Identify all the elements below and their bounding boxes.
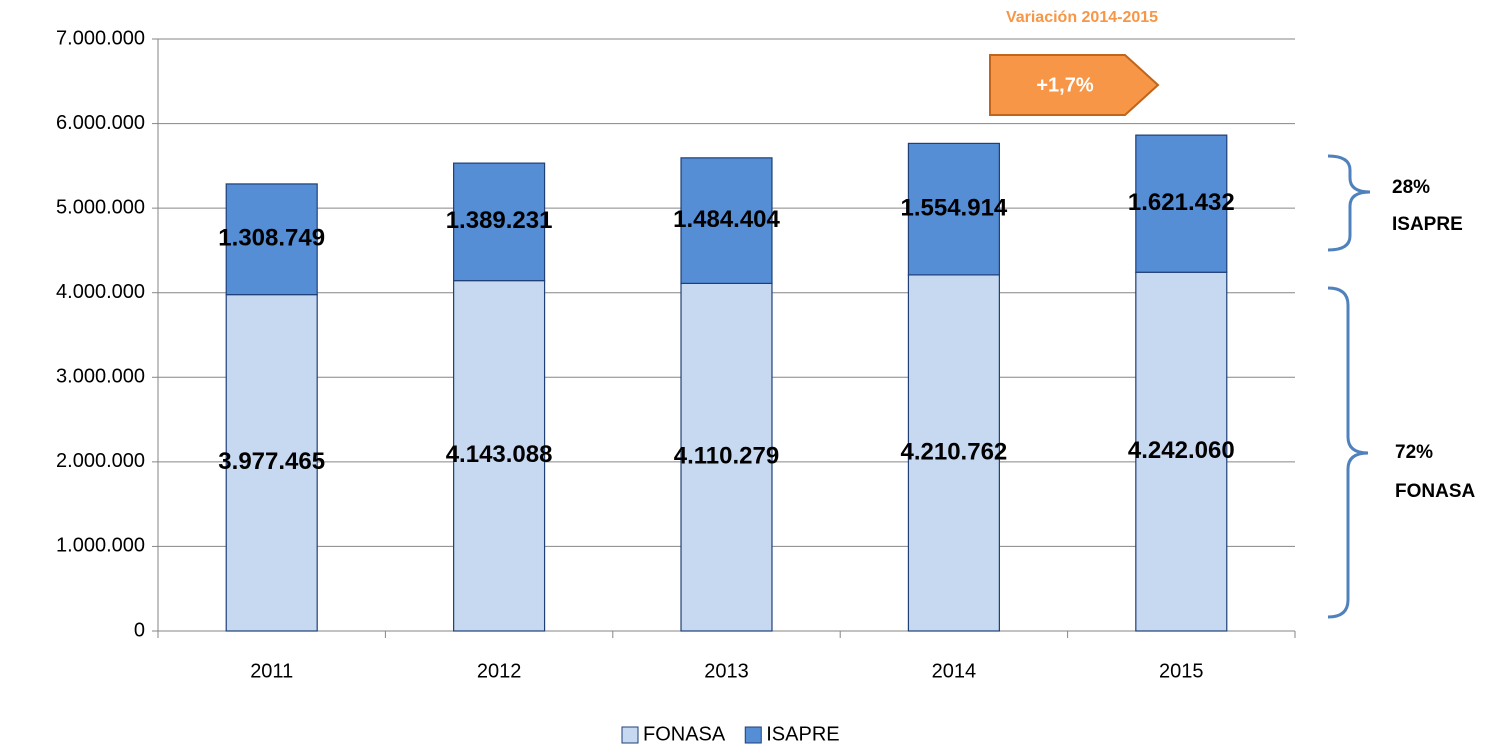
legend-label: ISAPRE (766, 723, 839, 745)
brace (1327, 154, 1371, 252)
x-tick-label: 2011 (250, 660, 293, 682)
legend-label: FONASA (643, 723, 726, 745)
bar-segment (453, 280, 546, 632)
y-tick-label: 0 (134, 619, 145, 641)
value-label: 3.977.465 (218, 448, 325, 475)
y-tick-label: 2.000.000 (56, 450, 145, 472)
value-label: 1.308.749 (218, 225, 325, 252)
bar-segment (907, 142, 1000, 276)
bar-segment (907, 274, 1000, 632)
y-tick-label: 6.000.000 (56, 112, 145, 134)
brace-label: 72% (1395, 442, 1433, 463)
variation-title: Variación 2014-2015 (1006, 9, 1158, 26)
y-tick-label: 7.000.000 (56, 27, 145, 49)
brace-label: 28% (1392, 177, 1430, 198)
bar-segment (453, 162, 546, 282)
value-label: 1.554.914 (901, 194, 1008, 221)
value-label: 4.143.088 (446, 441, 553, 468)
y-tick-label: 3.000.000 (56, 366, 145, 388)
y-tick-label: 1.000.000 (56, 535, 145, 557)
value-label: 1.621.432 (1128, 189, 1235, 216)
value-label: 1.484.404 (673, 206, 780, 233)
x-tick-label: 2015 (1159, 660, 1204, 682)
legend-swatch (744, 726, 762, 744)
bar-segment (1135, 134, 1228, 273)
value-label: 4.242.060 (1128, 437, 1235, 464)
y-tick-label: 5.000.000 (56, 196, 145, 218)
variation-label: +1,7% (1036, 74, 1093, 96)
bar-segment (225, 183, 318, 296)
bar-segment (1135, 271, 1228, 632)
variation-arrow (989, 54, 1160, 116)
value-label: 4.110.279 (674, 443, 779, 470)
bar-segment (680, 157, 773, 284)
brace-label: FONASA (1395, 481, 1476, 502)
legend-swatch (621, 726, 639, 744)
x-tick-label: 2012 (477, 660, 522, 682)
value-label: 4.210.762 (901, 438, 1008, 465)
brace-label: ISAPRE (1392, 214, 1463, 235)
x-tick-label: 2014 (932, 660, 977, 682)
x-tick-label: 2013 (704, 660, 749, 682)
brace (1327, 286, 1369, 619)
value-label: 1.389.231 (446, 207, 553, 234)
bar-segment (225, 294, 318, 632)
y-tick-label: 4.000.000 (56, 281, 145, 303)
